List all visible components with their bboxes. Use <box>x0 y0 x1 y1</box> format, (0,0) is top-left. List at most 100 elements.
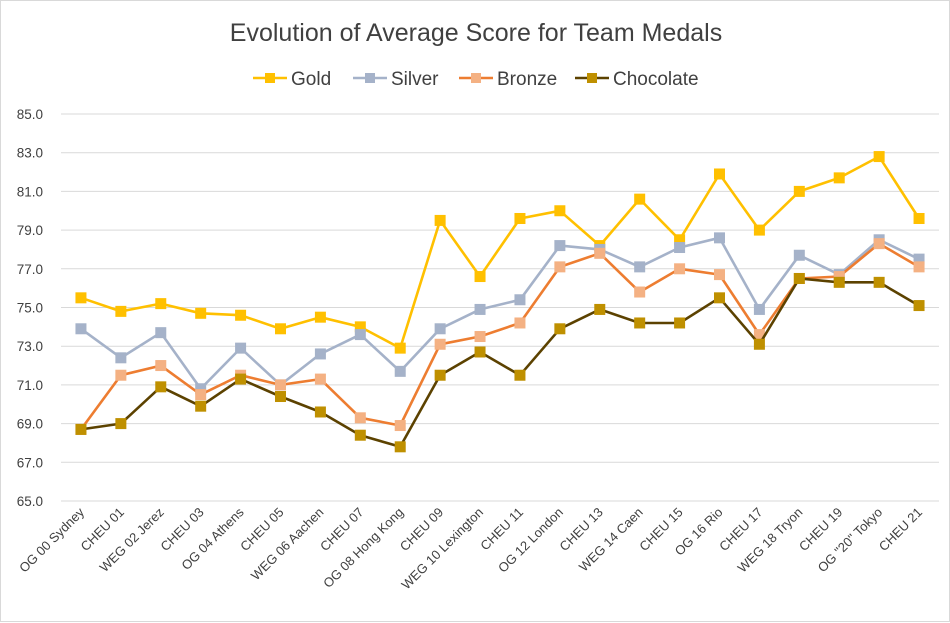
data-point-chocolate <box>275 391 286 403</box>
data-point-silver <box>674 242 686 254</box>
data-point-gold <box>474 271 486 283</box>
data-point-silver <box>434 323 446 335</box>
y-axis-ticks: 65.0 67.0 69.0 71.0 73.0 75.0 77.0 79.0 81.0 83.0… <box>17 107 43 509</box>
data-point-silver <box>714 232 725 244</box>
data-point-bronze <box>195 389 207 401</box>
y-tick-label: 79.0 <box>17 223 43 238</box>
legend: Gold Silver Bronze Chocolate <box>253 69 699 90</box>
x-tick-label: OG 00 Sydney <box>16 504 87 575</box>
legend-marker <box>587 73 597 83</box>
data-point-chocolate <box>155 381 167 393</box>
data-point-chocolate <box>634 317 646 329</box>
data-point-gold <box>833 172 845 184</box>
data-point-bronze <box>275 379 286 391</box>
data-point-silver <box>514 294 526 306</box>
data-point-chocolate <box>75 423 87 435</box>
data-point-gold <box>275 323 286 335</box>
data-point-bronze <box>314 373 326 385</box>
data-point-chocolate <box>434 369 446 381</box>
data-point-silver <box>634 261 646 273</box>
series-line-gold <box>80 155 921 350</box>
data-point-gold <box>554 205 566 217</box>
data-point-silver <box>354 329 366 341</box>
data-point-silver <box>753 303 765 315</box>
data-point-chocolate <box>873 276 885 288</box>
data-point-gold <box>714 168 725 180</box>
data-point-silver <box>793 249 805 261</box>
y-tick-label: 65.0 <box>17 494 43 509</box>
grid-lines <box>61 113 939 502</box>
data-point-gold <box>394 342 406 354</box>
data-point-chocolate <box>394 441 406 453</box>
data-point-silver <box>394 365 406 377</box>
data-point-chocolate <box>354 429 366 441</box>
series-line-chocolate <box>80 277 920 449</box>
data-point-chocolate <box>514 369 526 381</box>
data-point-silver <box>314 348 326 360</box>
data-point-silver <box>155 327 167 339</box>
data-point-chocolate <box>833 276 845 288</box>
data-point-gold <box>634 193 646 205</box>
data-point-gold <box>115 305 127 317</box>
series-gold <box>75 151 925 354</box>
legend-item-silver: Silver <box>353 69 439 90</box>
data-point-chocolate <box>235 373 247 385</box>
data-point-silver <box>75 323 87 335</box>
x-tick-label: CHEU 21 <box>876 505 925 554</box>
data-point-silver <box>115 352 127 364</box>
data-point-chocolate <box>913 300 925 312</box>
data-point-chocolate <box>115 418 127 430</box>
legend-marker <box>265 73 275 83</box>
data-point-bronze <box>394 420 406 432</box>
data-point-silver <box>474 303 486 315</box>
data-point-gold <box>514 212 526 224</box>
data-point-bronze <box>474 331 486 343</box>
data-point-chocolate <box>793 272 805 284</box>
series-layer <box>75 151 925 453</box>
data-point-bronze <box>354 412 366 424</box>
y-tick-label: 83.0 <box>17 146 43 161</box>
legend-item-gold: Gold <box>253 69 331 90</box>
legend-label: Silver <box>391 69 439 90</box>
data-point-bronze <box>873 238 885 250</box>
data-point-gold <box>434 214 446 226</box>
y-tick-label: 73.0 <box>17 339 43 354</box>
legend-marker <box>471 73 481 83</box>
data-point-chocolate <box>753 338 765 350</box>
legend-item-bronze: Bronze <box>459 69 557 90</box>
legend-item-chocolate: Chocolate <box>575 69 699 90</box>
y-tick-label: 77.0 <box>17 262 43 277</box>
data-point-bronze <box>594 247 606 259</box>
legend-label: Bronze <box>497 69 557 90</box>
y-tick-label: 85.0 <box>17 107 43 122</box>
data-point-bronze <box>674 263 686 275</box>
data-point-chocolate <box>195 400 207 412</box>
data-point-gold <box>793 185 805 197</box>
legend-marker <box>365 73 375 83</box>
data-point-bronze <box>115 369 127 381</box>
data-point-chocolate <box>674 317 686 329</box>
chart-title: Evolution of Average Score for Team Meda… <box>230 19 722 47</box>
data-point-gold <box>75 292 87 304</box>
data-point-gold <box>235 309 247 321</box>
data-point-chocolate <box>714 292 725 304</box>
data-point-bronze <box>714 269 725 281</box>
data-point-bronze <box>155 360 167 372</box>
data-point-gold <box>873 151 885 163</box>
data-point-gold <box>195 307 207 319</box>
series-bronze <box>75 238 925 435</box>
data-point-gold <box>913 212 925 224</box>
legend-label: Chocolate <box>613 69 699 90</box>
data-point-bronze <box>514 317 526 329</box>
data-point-bronze <box>554 261 566 273</box>
data-point-gold <box>753 224 765 236</box>
data-point-silver <box>554 240 566 252</box>
series-chocolate <box>75 272 925 453</box>
y-tick-label: 67.0 <box>17 455 43 470</box>
data-point-bronze <box>913 261 925 273</box>
y-tick-label: 75.0 <box>17 301 43 316</box>
data-point-chocolate <box>594 303 606 315</box>
